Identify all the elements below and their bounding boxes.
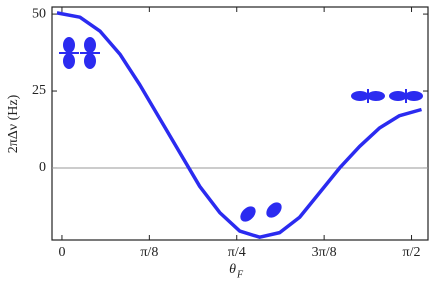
y-axis-label: 2πΔν (Hz)	[6, 94, 21, 153]
x-tick-label: π/2	[403, 245, 421, 260]
x-axis-label-sub: F	[236, 269, 244, 280]
data-line	[56, 11, 422, 239]
x-tick-label: π/4	[228, 245, 246, 260]
y-tick-label: 25	[32, 83, 46, 98]
plot-frame	[51, 6, 429, 241]
x-tick-label: 0	[58, 245, 65, 260]
orbital-icons	[59, 37, 423, 222]
x-tick-label: π/8	[140, 245, 158, 260]
y-tick-label: 50	[32, 6, 46, 21]
x-tick-label: 3π/8	[312, 245, 337, 260]
x-axis-label: θ	[229, 262, 236, 277]
y-tick-label: 0	[39, 160, 46, 175]
